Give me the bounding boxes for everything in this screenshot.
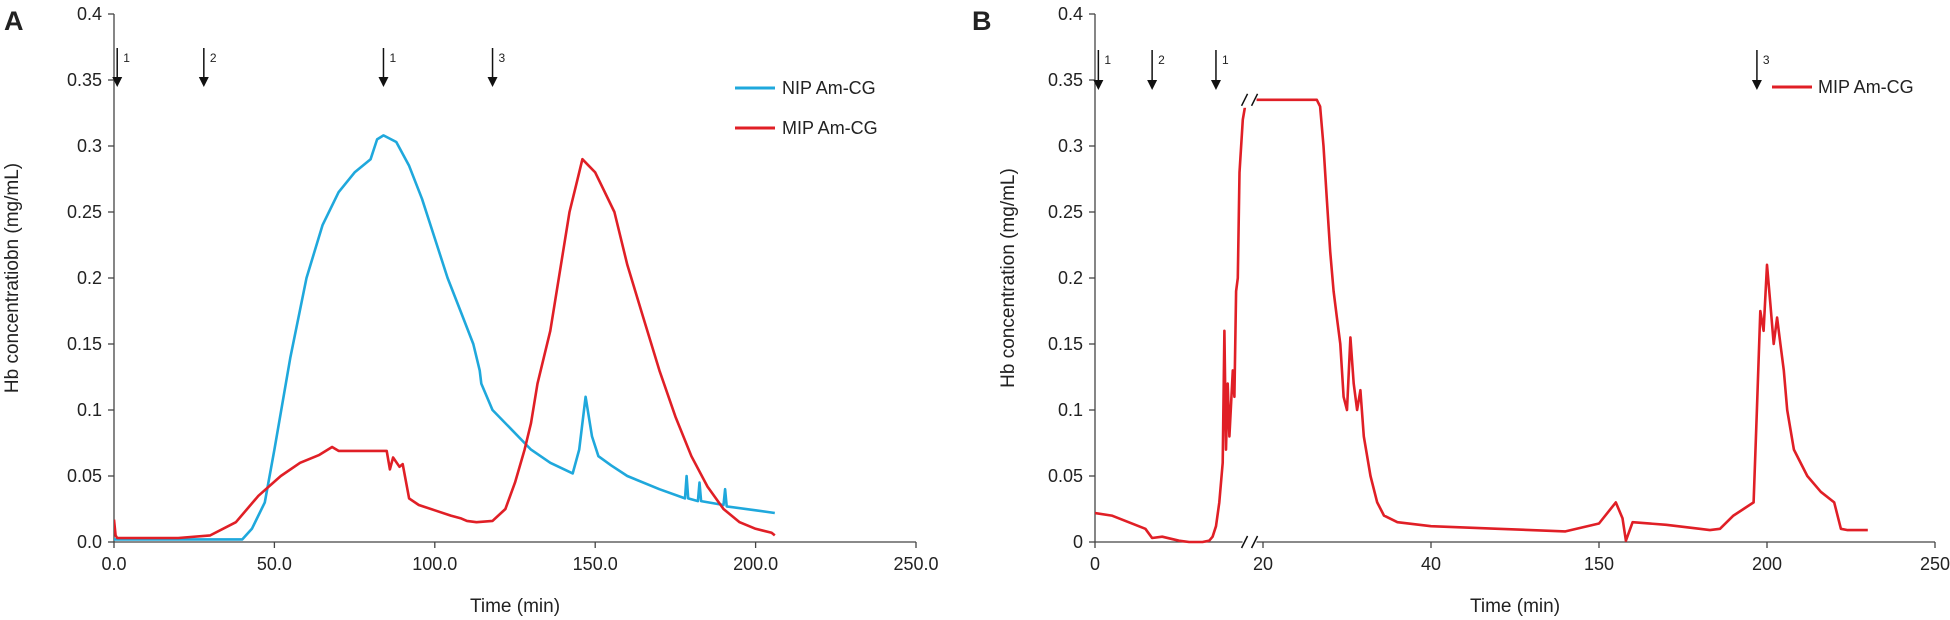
chart-panel-b: B 0 0.05 0.1 0.15 0.2 0.25 0.3 0.35 0.4 0 20 40 150… — [972, 4, 1950, 617]
x-tick-label: 20 — [1253, 554, 1273, 574]
x-tick-label: 100.0 — [412, 554, 457, 574]
x-tick-label: 250 — [1920, 554, 1950, 574]
injection-arrow-label: 2 — [210, 51, 217, 65]
injection-arrow-label: 3 — [499, 51, 506, 65]
y-axis-title-a: Hb concentratiobn (mg/mL) — [2, 163, 23, 393]
injection-arrow-label: 2 — [1158, 53, 1165, 67]
injection-arrow: 2 — [1147, 50, 1165, 90]
y-tick-label: 0.0 — [77, 532, 102, 552]
y-axis-title-b: Hb concentration (mg/mL) — [998, 168, 1019, 388]
y-tick-label: 0.35 — [67, 70, 102, 90]
y-tick-label: 0.1 — [77, 400, 102, 420]
injection-arrow: 1 — [1093, 50, 1111, 90]
series-line-mip-am-cg — [1095, 98, 1868, 544]
legend-label-mip-b: MIP Am-CG — [1818, 77, 1914, 97]
y-tick-label: 0.25 — [67, 202, 102, 222]
y-tick-label: 0.3 — [77, 136, 102, 156]
axis-break-marker — [1240, 91, 1259, 550]
x-tick-label: 150 — [1584, 554, 1614, 574]
x-tick-label: 200.0 — [733, 554, 778, 574]
series-line-mip-am-cg — [114, 157, 776, 540]
y-tick-label: 0.05 — [1048, 466, 1083, 486]
series-line-nip-am-cg — [114, 134, 775, 541]
legend-label-mip: MIP Am-CG — [782, 118, 878, 138]
panel-label-b: B — [972, 6, 992, 36]
injection-arrow: 1 — [378, 48, 396, 87]
x-tick-label: 40 — [1421, 554, 1441, 574]
y-tick-label: 0.15 — [67, 334, 102, 354]
injection-arrow-label: 1 — [1222, 53, 1229, 67]
y-tick-label: 0.25 — [1048, 202, 1083, 222]
y-tick-label: 0.2 — [77, 268, 102, 288]
injection-arrow: 2 — [198, 48, 217, 87]
legend-a: NIP Am-CG MIP Am-CG — [735, 78, 878, 138]
injection-arrow-label: 1 — [1104, 53, 1111, 67]
x-tick-label: 0 — [1090, 554, 1100, 574]
x-axis-title-a: Time (min) — [470, 596, 560, 617]
legend-b: MIP Am-CG — [1772, 77, 1914, 97]
x-tick-label: 200 — [1752, 554, 1782, 574]
injection-arrow: 1 — [1210, 50, 1229, 90]
y-tick-label: 0.3 — [1058, 136, 1083, 156]
injection-arrow-label: 3 — [1763, 53, 1770, 67]
injection-arrow-label: 1 — [389, 51, 396, 65]
x-axis-title-b: Time (min) — [1470, 596, 1560, 617]
chart-panel-a: A 0.0 0.05 0.1 0.15 0.2 0.25 0.3 0.35 0.4 0.0 50.… — [2, 4, 939, 617]
y-tick-label: 0.2 — [1058, 268, 1083, 288]
y-tick-label: 0 — [1073, 532, 1083, 552]
x-tick-label: 250.0 — [893, 554, 938, 574]
x-tick-label: 150.0 — [573, 554, 618, 574]
x-tick-label: 0.0 — [101, 554, 126, 574]
y-tick-label: 0.05 — [67, 466, 102, 486]
y-tick-label: 0.35 — [1048, 70, 1083, 90]
x-tick-label: 50.0 — [257, 554, 292, 574]
panel-label-a: A — [4, 6, 24, 36]
injection-arrow-label: 1 — [123, 51, 130, 65]
injection-arrow: 3 — [1751, 50, 1770, 90]
legend-label-nip: NIP Am-CG — [782, 78, 876, 98]
y-tick-label: 0.15 — [1048, 334, 1083, 354]
y-tick-label: 0.4 — [1058, 4, 1083, 24]
y-tick-label: 0.4 — [77, 4, 102, 24]
y-tick-label: 0.1 — [1058, 400, 1083, 420]
injection-arrow: 1 — [112, 48, 130, 87]
injection-arrow: 3 — [487, 48, 506, 87]
